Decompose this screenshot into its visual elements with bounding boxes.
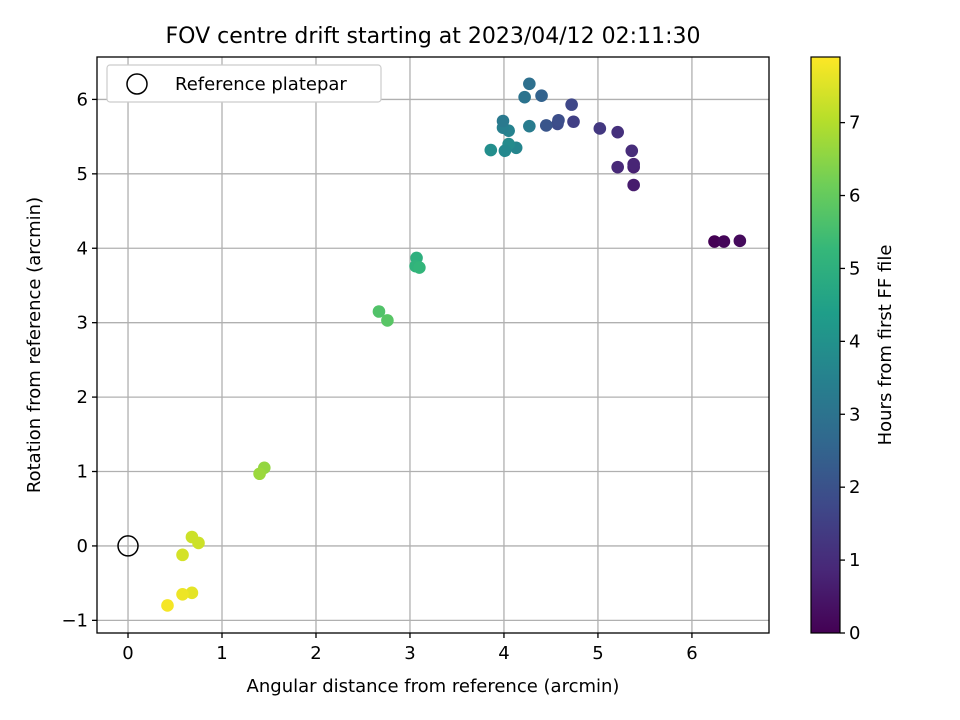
plot-frame [96, 56, 770, 634]
colorbar-tick-label: 4 [849, 331, 860, 352]
colorbar-label: Hours from first FF file [875, 245, 896, 446]
x-tick-label: 6 [686, 643, 697, 664]
legend: Reference platepar [106, 64, 382, 103]
y-tick-label: 2 [77, 387, 88, 408]
scatter-point [625, 144, 639, 158]
x-tick-label: 5 [592, 643, 603, 664]
scatter-point [192, 536, 205, 550]
colorbar-ticks: 0 1 2 3 4 5 6 7 [840, 113, 860, 644]
legend-label: Reference platepar [175, 74, 347, 95]
colorbar: 0 1 2 3 4 5 6 7 Hours from first FF file [810, 56, 896, 644]
scatter-point [498, 144, 512, 158]
scatter-point [733, 234, 747, 248]
colorbar-tick-label: 3 [849, 404, 860, 425]
scatter-point [552, 113, 565, 127]
scatter-point [567, 115, 580, 129]
scatter-point [185, 586, 199, 600]
legend-box [106, 64, 382, 103]
axis-ticks: 0 1 2 3 4 5 6 −1 0 1 2 3 4 5 6 [61, 89, 697, 664]
x-axis-label: Angular distance from reference (arcmin) [247, 676, 620, 697]
data-points [161, 77, 747, 612]
scatter-point [535, 89, 548, 102]
colorbar-tick-label: 0 [849, 623, 860, 644]
colorbar-tick-label: 7 [849, 113, 860, 134]
y-tick-label: 1 [77, 462, 88, 483]
colorbar-tick-label: 5 [849, 258, 860, 279]
x-tick-label: 0 [122, 643, 133, 664]
y-tick-label: 5 [77, 164, 88, 185]
scatter-point [627, 178, 640, 192]
colorbar-tick-label: 1 [849, 550, 860, 571]
scatter-point [161, 599, 174, 612]
scatter-point [611, 125, 624, 139]
scatter-point [627, 157, 640, 171]
y-tick-label: 4 [77, 238, 88, 259]
x-tick-label: 3 [404, 643, 415, 664]
y-tick-label: 3 [77, 313, 88, 334]
y-tick-label: 0 [77, 536, 88, 557]
x-tick-label: 1 [216, 643, 227, 664]
y-axis-label: Rotation from reference (arcmin) [24, 197, 45, 493]
scatter-point [381, 314, 394, 327]
scatter-point [593, 122, 607, 135]
grid-lines [97, 57, 769, 633]
scatter-point [708, 235, 721, 248]
scatter-point [717, 235, 731, 248]
reference-platepar-marker [117, 535, 139, 557]
scatter-point [496, 114, 510, 128]
scatter-point [484, 143, 498, 157]
scatter-point [372, 305, 386, 318]
scatter-point [523, 77, 536, 91]
colorbar-tick-label: 2 [849, 477, 860, 498]
x-tick-label: 4 [498, 643, 509, 664]
scatter-point [176, 548, 189, 562]
colorbar-tick-label: 6 [849, 186, 860, 207]
scatter-point [413, 261, 426, 274]
x-tick-label: 2 [310, 643, 321, 664]
y-tick-label: −1 [61, 610, 88, 631]
scatter-point [565, 98, 578, 111]
scatter-point [539, 119, 553, 132]
colorbar-gradient [810, 56, 841, 634]
scatter-point [253, 467, 266, 481]
y-tick-label: 6 [77, 89, 88, 110]
scatter-point [523, 119, 536, 133]
legend-open-circle-icon [126, 73, 148, 95]
scatter-point [176, 588, 189, 601]
scatter-point [518, 90, 531, 104]
scatter-point [611, 160, 624, 174]
chart-title: FOV centre drift starting at 2023/04/12 … [166, 24, 701, 49]
